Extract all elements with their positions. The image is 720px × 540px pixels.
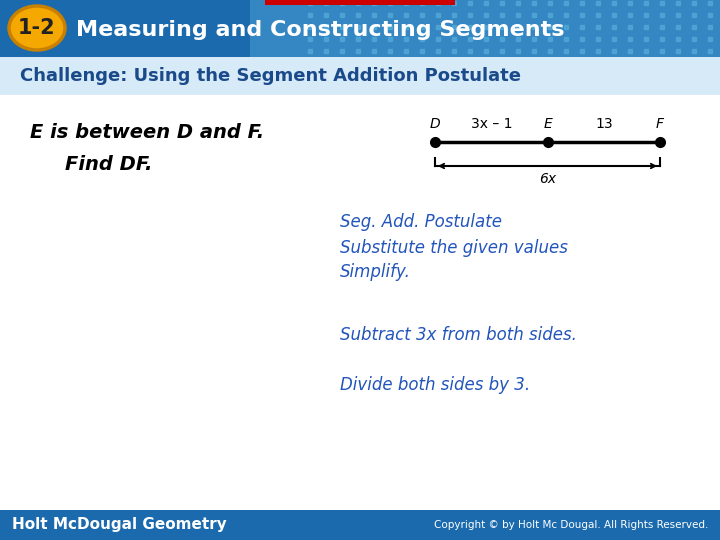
Text: E is between D and F.: E is between D and F.: [30, 124, 264, 143]
Ellipse shape: [9, 6, 65, 50]
Text: Simplify.: Simplify.: [340, 263, 411, 281]
FancyBboxPatch shape: [0, 510, 720, 540]
Text: F: F: [656, 117, 664, 131]
FancyBboxPatch shape: [0, 0, 720, 57]
Text: Measuring and Constructing Segments: Measuring and Constructing Segments: [76, 20, 564, 40]
Text: Divide both sides by 3.: Divide both sides by 3.: [340, 376, 530, 394]
FancyBboxPatch shape: [0, 95, 720, 510]
FancyBboxPatch shape: [265, 0, 455, 5]
Text: 3x – 1: 3x – 1: [471, 117, 512, 131]
Text: 13: 13: [595, 117, 613, 131]
Text: Find DF.: Find DF.: [65, 156, 153, 174]
Text: Copyright © by Holt Mc Dougal. All Rights Reserved.: Copyright © by Holt Mc Dougal. All Right…: [433, 520, 708, 530]
Text: 1-2: 1-2: [18, 18, 56, 38]
Text: Substitute the given values: Substitute the given values: [340, 239, 568, 257]
Text: D: D: [430, 117, 441, 131]
Text: 6x: 6x: [539, 172, 556, 186]
Text: Challenge: Using the Segment Addition Postulate: Challenge: Using the Segment Addition Po…: [20, 67, 521, 85]
FancyBboxPatch shape: [0, 57, 720, 95]
Text: Seg. Add. Postulate: Seg. Add. Postulate: [340, 213, 502, 231]
Text: Subtract 3x from both sides.: Subtract 3x from both sides.: [340, 326, 577, 344]
Text: E: E: [544, 117, 552, 131]
FancyBboxPatch shape: [250, 0, 720, 57]
Text: Holt McDougal Geometry: Holt McDougal Geometry: [12, 517, 227, 532]
